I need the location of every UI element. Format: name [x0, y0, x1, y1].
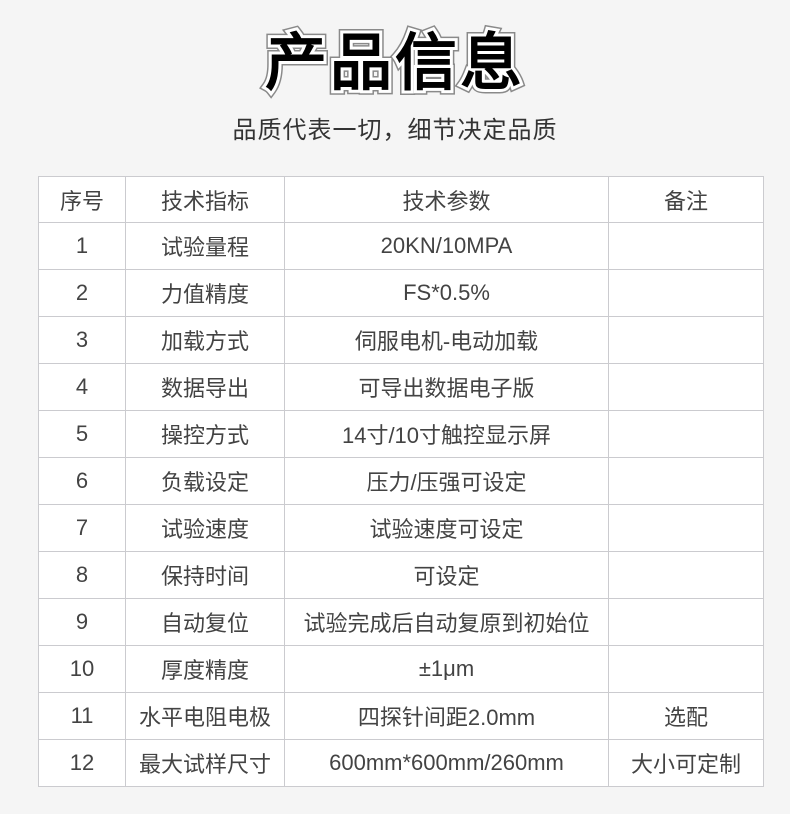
table-row: 5 操控方式 14寸/10寸触控显示屏	[38, 410, 764, 459]
cell-parameter: 600mm*600mm/260mm	[284, 739, 609, 788]
cell-indicator: 保持时间	[125, 551, 285, 600]
table-row: 9 自动复位 试验完成后自动复原到初始位	[38, 598, 764, 647]
cell-no: 1	[38, 222, 126, 271]
cell-remark	[608, 363, 764, 412]
cell-no: 11	[38, 692, 126, 741]
cell-remark	[608, 410, 764, 459]
cell-parameter: 20KN/10MPA	[284, 222, 609, 271]
cell-indicator: 试验量程	[125, 222, 285, 271]
cell-indicator: 水平电阻电极	[125, 692, 285, 741]
column-header-parameter: 技术参数	[284, 176, 609, 224]
cell-indicator: 力值精度	[125, 269, 285, 318]
table-row: 1 试验量程 20KN/10MPA	[38, 222, 764, 271]
page-title: 产品信息 产品信息 产品信息	[260, 25, 526, 102]
cell-no: 5	[38, 410, 126, 459]
cell-indicator: 试验速度	[125, 504, 285, 553]
column-header-remark: 备注	[608, 176, 764, 224]
cell-parameter: 压力/压强可设定	[284, 457, 609, 506]
cell-parameter: 四探针间距2.0mm	[284, 692, 609, 741]
table-row: 4 数据导出 可导出数据电子版	[38, 363, 764, 412]
cell-remark	[608, 457, 764, 506]
cell-parameter: 试验速度可设定	[284, 504, 609, 553]
page-title-text: 产品信息	[264, 29, 525, 98]
table-body: 1 试验量程 20KN/10MPA 2 力值精度 FS*0.5% 3 加载方式 …	[38, 222, 764, 788]
cell-remark	[608, 222, 764, 271]
cell-no: 8	[38, 551, 126, 600]
cell-parameter: 试验完成后自动复原到初始位	[284, 598, 609, 647]
cell-indicator: 加载方式	[125, 316, 285, 365]
cell-indicator: 最大试样尺寸	[125, 739, 285, 788]
cell-remark	[608, 645, 764, 694]
table-row: 3 加载方式 伺服电机-电动加载	[38, 316, 764, 365]
cell-no: 2	[38, 269, 126, 318]
cell-no: 7	[38, 504, 126, 553]
cell-no: 9	[38, 598, 126, 647]
cell-remark: 选配	[608, 692, 764, 741]
table-header-row: 序号 技术指标 技术参数 备注	[38, 176, 764, 224]
column-header-no: 序号	[38, 176, 126, 224]
cell-remark	[608, 269, 764, 318]
product-info-table: 序号 技术指标 技术参数 备注 1 试验量程 20KN/10MPA 2 力值精度…	[38, 176, 764, 788]
cell-remark: 大小可定制	[608, 739, 764, 788]
table-row: 6 负载设定 压力/压强可设定	[38, 457, 764, 506]
cell-no: 3	[38, 316, 126, 365]
cell-indicator: 自动复位	[125, 598, 285, 647]
cell-no: 10	[38, 645, 126, 694]
page-subtitle: 品质代表一切，细节决定品质	[232, 117, 558, 145]
table-header: 序号 技术指标 技术参数 备注	[38, 176, 764, 224]
cell-parameter: ±1μm	[284, 645, 609, 694]
table-row: 11 水平电阻电极 四探针间距2.0mm 选配	[38, 692, 764, 741]
column-header-indicator: 技术指标	[125, 176, 285, 224]
cell-no: 6	[38, 457, 126, 506]
cell-no: 12	[38, 739, 126, 788]
cell-remark	[608, 504, 764, 553]
table-row: 10 厚度精度 ±1μm	[38, 645, 764, 694]
table-row: 2 力值精度 FS*0.5%	[38, 269, 764, 318]
cell-parameter: 可导出数据电子版	[284, 363, 609, 412]
cell-indicator: 厚度精度	[125, 645, 285, 694]
page-title-outline-inner: 产品信息	[262, 26, 525, 100]
cell-indicator: 负载设定	[125, 457, 285, 506]
cell-no: 4	[38, 363, 126, 412]
table-row: 12 最大试样尺寸 600mm*600mm/260mm 大小可定制	[38, 739, 764, 788]
cell-remark	[608, 551, 764, 600]
cell-parameter: 可设定	[284, 551, 609, 600]
table-row: 7 试验速度 试验速度可设定	[38, 504, 764, 553]
cell-parameter: 14寸/10寸触控显示屏	[284, 410, 609, 459]
cell-remark	[608, 316, 764, 365]
page-header: 产品信息 产品信息 产品信息 品质代表一切，细节决定品质	[0, 0, 790, 145]
cell-indicator: 数据导出	[125, 363, 285, 412]
cell-indicator: 操控方式	[125, 410, 285, 459]
table-row: 8 保持时间 可设定	[38, 551, 764, 600]
page-title-outline-outer: 产品信息	[260, 25, 526, 102]
cell-parameter: 伺服电机-电动加载	[284, 316, 609, 365]
cell-parameter: FS*0.5%	[284, 269, 609, 318]
cell-remark	[608, 598, 764, 647]
